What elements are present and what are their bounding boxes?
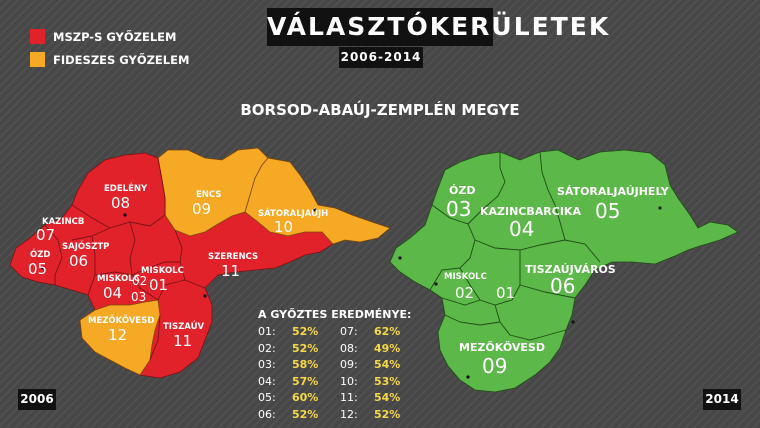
results-panel: A GYŐZTES EREDMÉNYE: 01: 52% 07: 62% 02:… [258,308,414,423]
label-2006-mezokovesd-name: MEZŐKÖVESD [88,315,154,326]
result-district: 04: [258,374,276,388]
district-2006-encs-satoraljaujhely [157,147,391,245]
label-2014-satoraljaujhely-num: 05 [595,199,620,223]
label-2006-edeleny-num: 08 [111,194,130,212]
label-2014-tiszaujvaros-name: TISZAÚJVÁROS [525,263,616,276]
result-percent: 57% [292,374,319,388]
result-district: 05: [258,391,276,404]
label-2006-miskolc-04-num: 04 [103,284,122,302]
label-2006-encs-num: 09 [192,200,211,218]
district-2006-mezokovesd [79,299,161,376]
result-percent: 52% [292,341,319,355]
result-district: 03: [258,358,276,371]
label-2014-mezokovesd-name: MEZŐKÖVESD [459,340,545,354]
label-2006-mezokovesd-num: 12 [108,326,127,344]
result-district: 06: [258,407,276,421]
label-2006-kazincb-num: 07 [36,226,55,244]
result-percent: 58% [292,358,319,371]
map-2006 [9,147,391,379]
year-badge-2006: 2006 [18,389,56,410]
label-2014-satoraljaujhely-name: SÁTORALJAÚJHELY [557,185,670,198]
result-percent: 52% [292,325,319,338]
year-badge-2014: 2014 [703,389,741,410]
legend-label-fidesz: FIDESZES GYŐZELEM [53,52,190,67]
label-2006-miskolc-04-name: MISKOLC [97,274,140,284]
results-title: A GYŐZTES EREDMÉNYE: [258,308,412,321]
label-2006-miskolc-01-name: MISKOLC [141,266,184,276]
label-2014-miskolc-name: MISKOLC [444,272,487,282]
result-district: 02: [258,341,276,355]
subtitle-years: 2006-2014 [339,47,423,68]
result-district: 01: [258,325,276,338]
result-percent: 62% [374,325,401,338]
results-grid: 01: 52% 07: 62% 02: 52% 08: 49% 03: 58% … [258,324,414,423]
result-percent: 52% [374,407,401,421]
label-2006-sajoszentpeter-num: 06 [69,252,88,270]
label-2006-satoraljaujhely-name: SÁTORALJAÚJH [258,207,328,219]
label-2006-tiszaujvaros-name: TISZAÚV [163,320,204,332]
label-2006-ozd-num: 05 [28,260,47,278]
label-2014-miskolc-02-num: 02 [455,284,474,302]
map-2014 [389,149,739,393]
label-2006-kazincb-name: KAZINCB [42,217,84,227]
result-district: 10: [340,374,358,388]
label-2006-encs-name: ENCS [196,190,221,200]
label-2006-miskolc-01-num: 01 [149,276,168,294]
map-2014-outline [389,149,739,393]
label-2014-ozd-name: ÓZD [449,184,475,197]
legend-item-mszp: MSZP-S GYŐZELEM [30,29,176,44]
result-district: 08: [340,341,358,355]
result-percent: 54% [374,358,401,371]
map-2014-boundaries [429,151,601,341]
legend-item-fidesz: FIDESZES GYŐZELEM [30,52,189,67]
result-percent: 49% [374,341,401,355]
label-2006-szerencs-name: SZERENCS [208,252,258,262]
legend-swatch-mszp [30,29,45,44]
label-2006-edeleny-name: EDELÉNY [104,182,148,194]
label-2014-ozd-num: 03 [446,197,471,221]
result-percent: 52% [292,407,319,421]
result-district: 11: [340,391,358,404]
label-2006-ozd-name: ÓZD [30,248,50,260]
county-title: BORSOD-ABAÚJ-ZEMPLÉN MEGYE [240,101,520,119]
label-2006-sajoszentpeter-name: SAJÓSZTP [62,240,109,252]
result-district: 12: [340,407,358,421]
legend-label-mszp: MSZP-S GYŐZELEM [53,29,177,44]
result-percent: 54% [374,391,401,404]
label-2006-szerencs-num: 11 [221,262,240,280]
label-2014-miskolc-01-num: 01 [496,284,515,302]
result-district: 07: [340,325,358,338]
label-2014-mezokovesd-num: 09 [482,354,507,378]
result-percent: 53% [374,374,401,388]
label-2014-tiszaujvaros-num: 06 [550,274,575,298]
map-2006-boundaries [44,157,206,361]
label-2006-miskolc-03-num: 03 [131,290,146,304]
result-percent: 60% [292,391,319,404]
label-2006-satoraljaujhely-num: 10 [274,218,293,236]
legend-swatch-fidesz [30,52,45,67]
label-2014-kazincbarcika-num: 04 [509,217,534,241]
label-2014-kazincbarcika-name: KAZINCBARCIKA [480,205,581,218]
result-district: 09: [340,358,358,371]
label-2006-tiszaujvaros-num: 11 [173,332,192,350]
label-2006-miskolc-02-num: 02 [132,274,147,288]
